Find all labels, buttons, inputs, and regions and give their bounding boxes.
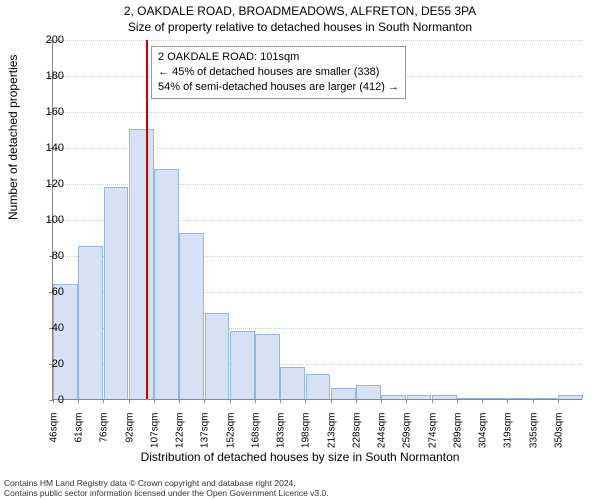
- xtick-mark: [129, 399, 130, 403]
- histogram-bar: [104, 187, 129, 399]
- xtick-mark: [432, 399, 433, 403]
- xtick-label: 228sqm: [351, 413, 362, 463]
- ytick-label: 120: [34, 178, 64, 190]
- histogram-bar: [331, 388, 356, 399]
- xtick-label: 168sqm: [250, 413, 261, 463]
- xtick-label: 289sqm: [452, 413, 463, 463]
- footer-attribution: Contains HM Land Registry data © Crown c…: [4, 478, 329, 498]
- xtick-label: 335sqm: [528, 413, 539, 463]
- xtick-label: 350sqm: [553, 413, 564, 463]
- footer-line2: Contains public sector information licen…: [4, 488, 329, 498]
- annotation-box: 2 OAKDALE ROAD: 101sqm← 45% of detached …: [151, 46, 406, 99]
- histogram-bar: [508, 398, 533, 399]
- title-subtitle: Size of property relative to detached ho…: [0, 18, 600, 34]
- ytick-label: 80: [34, 250, 64, 262]
- xtick-label: 76sqm: [99, 413, 110, 463]
- histogram-bar: [432, 395, 457, 399]
- xtick-label: 319sqm: [503, 413, 514, 463]
- xtick-mark: [381, 399, 382, 403]
- xtick-label: 274sqm: [427, 413, 438, 463]
- xtick-label: 107sqm: [149, 413, 160, 463]
- xtick-mark: [305, 399, 306, 403]
- xtick-mark: [482, 399, 483, 403]
- annotation-line: 54% of semi-detached houses are larger (…: [158, 80, 399, 95]
- histogram-bar: [558, 395, 583, 399]
- ytick-label: 0: [34, 394, 64, 406]
- xtick-label: 92sqm: [124, 413, 135, 463]
- xtick-mark: [280, 399, 281, 403]
- histogram-bar: [482, 398, 507, 399]
- gridline: [53, 112, 582, 113]
- histogram-bar: [53, 284, 78, 399]
- xtick-mark: [331, 399, 332, 403]
- ytick-label: 140: [34, 142, 64, 154]
- histogram-bar: [205, 313, 230, 399]
- histogram-bar: [230, 331, 255, 399]
- histogram-bar: [255, 334, 280, 399]
- histogram-bar: [457, 398, 482, 399]
- ytick-label: 40: [34, 322, 64, 334]
- histogram-bar: [280, 367, 305, 399]
- xtick-mark: [558, 399, 559, 403]
- xtick-label: 304sqm: [478, 413, 489, 463]
- ytick-label: 180: [34, 70, 64, 82]
- title-address: 2, OAKDALE ROAD, BROADMEADOWS, ALFRETON,…: [0, 0, 600, 18]
- chart-area: 2 OAKDALE ROAD: 101sqm← 45% of detached …: [52, 40, 582, 400]
- annotation-line: ← 45% of detached houses are smaller (33…: [158, 65, 399, 80]
- ytick-label: 160: [34, 106, 64, 118]
- histogram-bar: [129, 129, 154, 399]
- xtick-mark: [78, 399, 79, 403]
- xtick-label: 46sqm: [49, 413, 60, 463]
- xtick-mark: [533, 399, 534, 403]
- ytick-label: 60: [34, 286, 64, 298]
- xtick-label: 152sqm: [225, 413, 236, 463]
- xtick-mark: [204, 399, 205, 403]
- xtick-mark: [507, 399, 508, 403]
- annotation-line: 2 OAKDALE ROAD: 101sqm: [158, 50, 399, 65]
- xtick-mark: [230, 399, 231, 403]
- xtick-label: 137sqm: [200, 413, 211, 463]
- plot-region: 2 OAKDALE ROAD: 101sqm← 45% of detached …: [52, 40, 582, 400]
- ytick-label: 20: [34, 358, 64, 370]
- xtick-label: 183sqm: [276, 413, 287, 463]
- histogram-bar: [407, 395, 432, 399]
- xtick-label: 122sqm: [175, 413, 186, 463]
- y-axis-label: Number of detached properties: [6, 55, 20, 220]
- xtick-mark: [154, 399, 155, 403]
- xtick-label: 213sqm: [326, 413, 337, 463]
- xtick-mark: [457, 399, 458, 403]
- histogram-bar: [154, 169, 179, 399]
- xtick-mark: [103, 399, 104, 403]
- xtick-label: 198sqm: [301, 413, 312, 463]
- xtick-mark: [406, 399, 407, 403]
- ytick-label: 100: [34, 214, 64, 226]
- footer-line1: Contains HM Land Registry data © Crown c…: [4, 478, 329, 488]
- xtick-mark: [255, 399, 256, 403]
- xtick-mark: [356, 399, 357, 403]
- xtick-label: 259sqm: [402, 413, 413, 463]
- xtick-label: 61sqm: [74, 413, 85, 463]
- histogram-bar: [78, 246, 103, 399]
- histogram-bar: [533, 398, 558, 399]
- histogram-bar: [381, 395, 406, 399]
- histogram-bar: [306, 374, 331, 399]
- histogram-bar: [179, 233, 204, 399]
- ytick-label: 200: [34, 34, 64, 46]
- histogram-bar: [356, 385, 381, 399]
- xtick-mark: [179, 399, 180, 403]
- gridline: [53, 40, 582, 41]
- xtick-label: 244sqm: [377, 413, 388, 463]
- reference-line: [146, 40, 148, 399]
